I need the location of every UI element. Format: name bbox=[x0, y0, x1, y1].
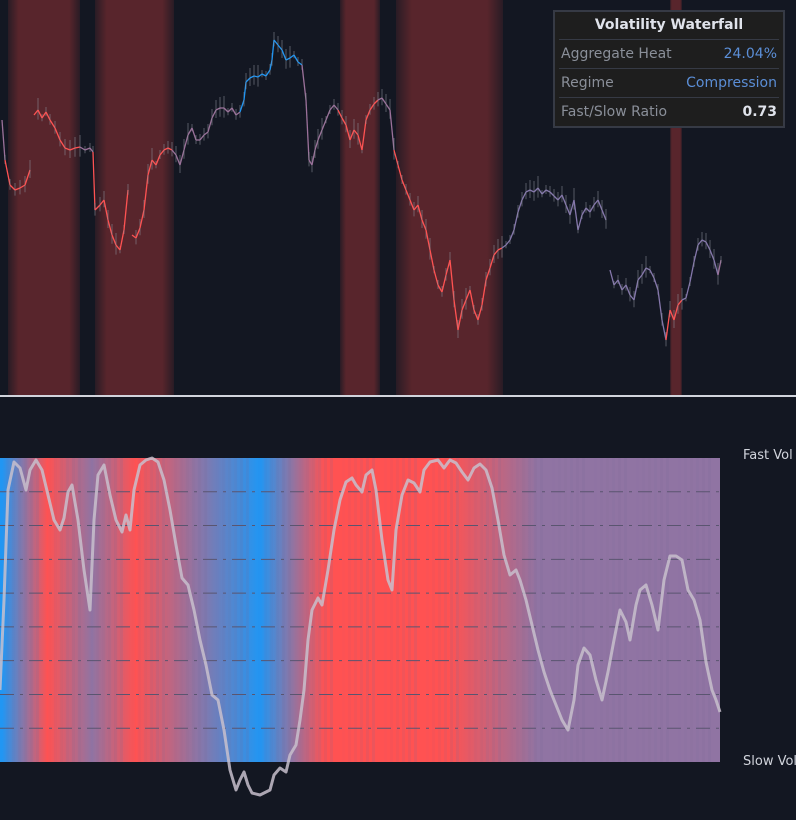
info-label: Aggregate Heat bbox=[561, 46, 672, 62]
info-table-title: Volatility Waterfall bbox=[594, 17, 744, 33]
info-label: Regime bbox=[561, 75, 614, 91]
info-value: Compression bbox=[686, 75, 777, 91]
fast-vol-label: Fast Vol bbox=[743, 448, 793, 463]
heat-band bbox=[8, 0, 80, 395]
info-value: 24.04% bbox=[723, 46, 777, 62]
heat-band bbox=[95, 0, 174, 395]
volatility-heatmap bbox=[0, 456, 722, 797]
heat-band bbox=[340, 0, 380, 395]
slow-vol-label: Slow Vol bbox=[743, 754, 796, 769]
info-row-regime: Regime Compression bbox=[559, 68, 779, 97]
volatility-info-table: Volatility Waterfall Aggregate Heat 24.0… bbox=[553, 10, 785, 128]
info-label: Fast/Slow Ratio bbox=[561, 104, 668, 120]
heatmap-body bbox=[0, 458, 720, 762]
info-row-aggregate-heat: Aggregate Heat 24.04% bbox=[559, 39, 779, 68]
oscillator-line bbox=[0, 456, 722, 797]
heat-band bbox=[396, 0, 503, 395]
volatility-waterfall-pane[interactable]: Fast Vol Slow Vol bbox=[0, 397, 796, 820]
price-series-chart bbox=[1, 0, 722, 395]
info-row-fast-slow-ratio: Fast/Slow Ratio 0.73 bbox=[559, 97, 779, 126]
pane-separator[interactable] bbox=[0, 395, 796, 397]
info-value: 0.73 bbox=[742, 104, 777, 120]
